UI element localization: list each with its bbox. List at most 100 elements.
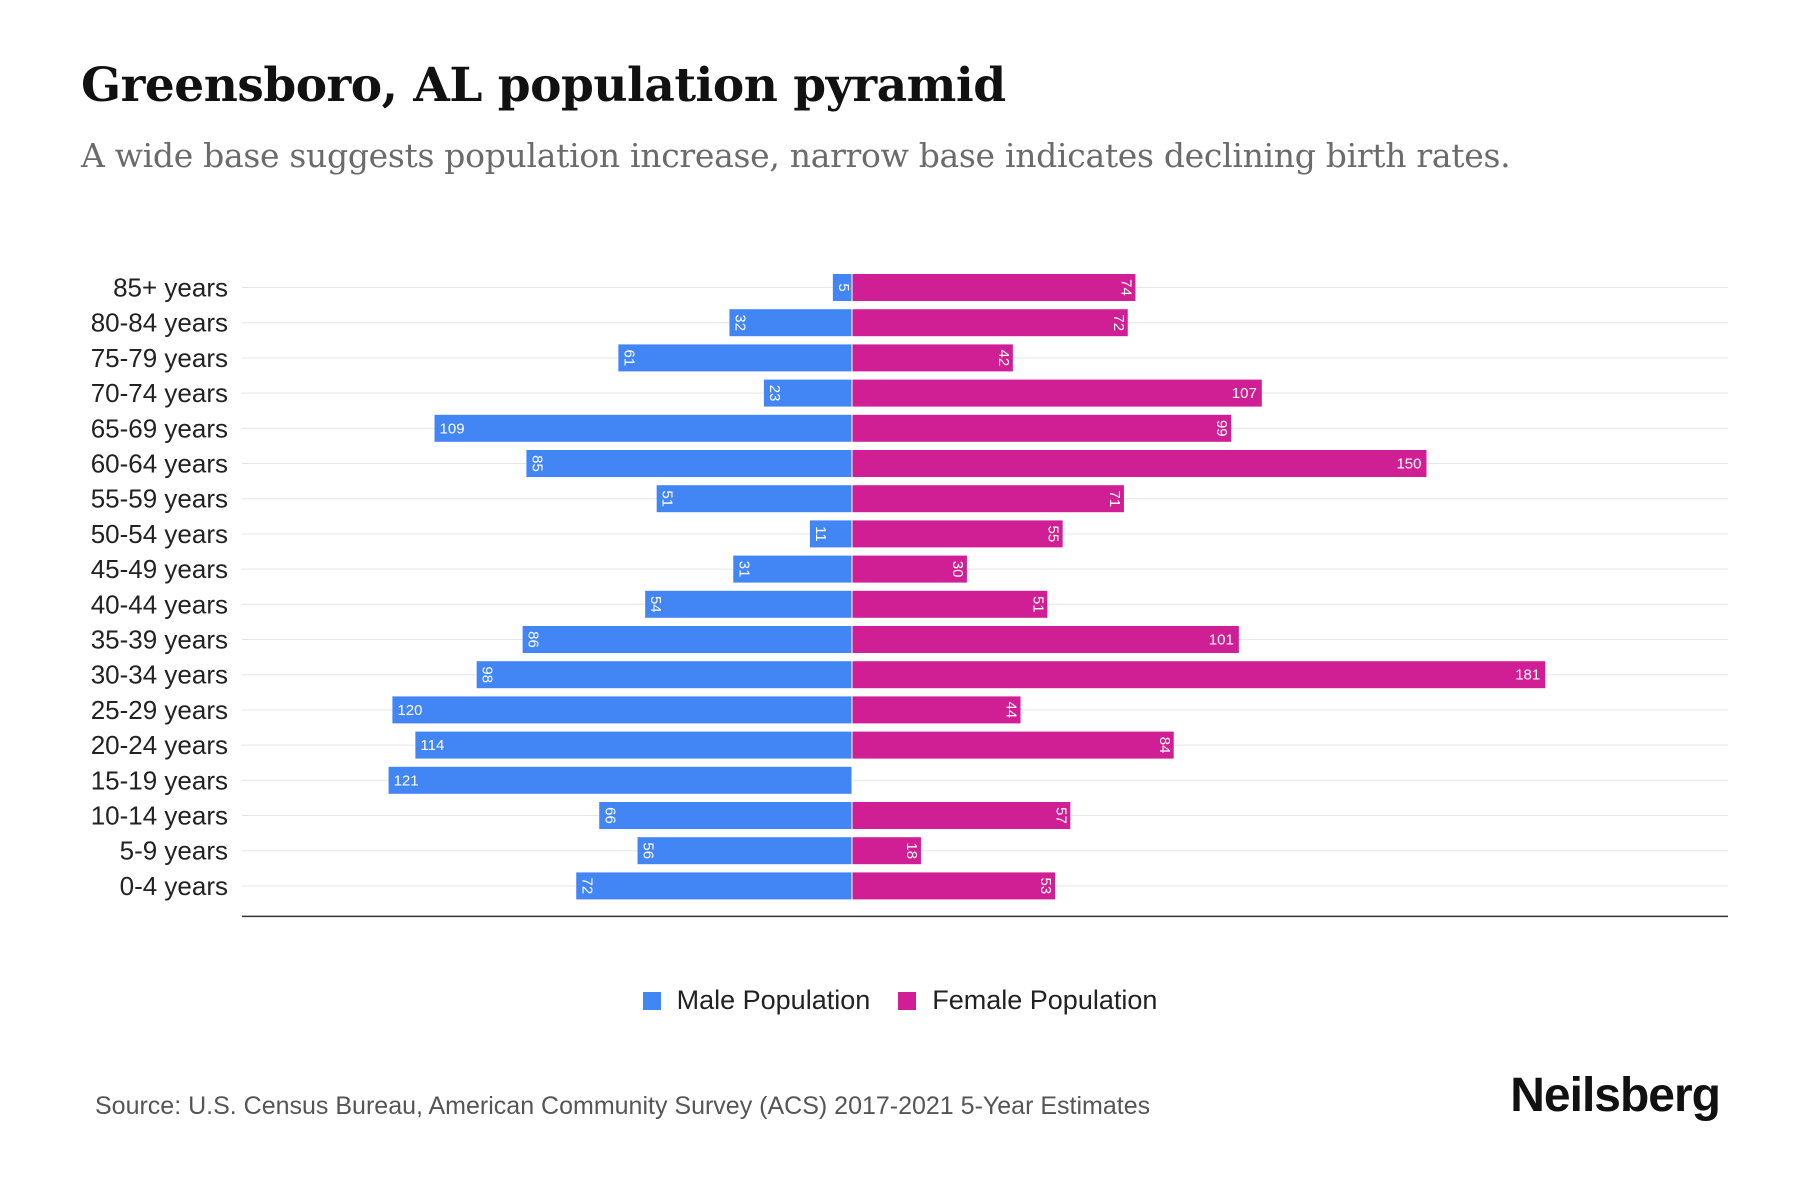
legend: Male Population Female Population [0, 985, 1800, 1016]
male-value-label: 56 [640, 842, 657, 859]
male-bar[interactable] [618, 344, 852, 372]
female-value-label: 44 [1003, 702, 1020, 719]
legend-item-female[interactable]: Female Population [898, 985, 1157, 1016]
male-bar[interactable] [392, 696, 852, 724]
female-value-label: 99 [1213, 420, 1230, 437]
female-bar[interactable] [852, 485, 1124, 513]
female-swatch [898, 991, 917, 1010]
source-note: Source: U.S. Census Bureau, American Com… [95, 1092, 1151, 1120]
female-bar[interactable] [852, 696, 1021, 724]
female-bar[interactable] [852, 802, 1071, 829]
chart-subtitle: A wide base suggests population increase… [81, 136, 1511, 175]
female-bar[interactable] [852, 379, 1262, 407]
male-bar[interactable] [809, 520, 852, 548]
female-bar[interactable] [852, 872, 1055, 900]
category-label: 75-79 years [91, 343, 228, 373]
male-value-label: 120 [397, 702, 422, 719]
male-value-label: 114 [420, 737, 444, 754]
female-bar[interactable] [852, 344, 1013, 372]
category-label: 5-9 years [120, 836, 228, 866]
category-label: 20-24 years [91, 730, 228, 760]
category-label: 10-14 years [91, 801, 228, 831]
female-bar[interactable] [852, 450, 1427, 477]
category-label: 50-54 years [91, 519, 228, 549]
male-bar[interactable] [599, 802, 852, 829]
female-bar[interactable] [852, 309, 1128, 337]
category-label: 70-74 years [91, 378, 228, 408]
male-value-label: 72 [578, 878, 595, 895]
brand-logo: Neilsberg [1510, 1069, 1721, 1122]
female-value-label: 107 [1232, 385, 1257, 402]
category-label: 0-4 years [120, 871, 228, 901]
female-bar[interactable] [852, 837, 921, 865]
female-value-label: 42 [995, 350, 1012, 367]
male-bar[interactable] [832, 274, 852, 301]
female-value-label: 72 [1110, 314, 1127, 331]
male-bar[interactable] [415, 731, 852, 759]
male-bar[interactable] [656, 485, 852, 513]
category-label: 25-29 years [91, 695, 228, 725]
female-value-label: 74 [1117, 279, 1134, 296]
male-bar[interactable] [733, 555, 852, 583]
female-value-label: 84 [1156, 737, 1173, 754]
female-bar[interactable] [852, 661, 1546, 689]
male-value-label: 23 [766, 385, 783, 402]
male-value-label: 32 [731, 314, 748, 331]
male-value-label: 86 [525, 631, 542, 648]
legend-item-male[interactable]: Male Population [642, 985, 871, 1016]
female-value-label: 51 [1029, 596, 1046, 613]
category-label: 15-19 years [91, 765, 228, 795]
male-value-label: 121 [394, 772, 419, 789]
female-bar[interactable] [852, 731, 1174, 759]
male-value-label: 109 [440, 420, 465, 437]
male-bar[interactable] [434, 414, 852, 442]
male-bar[interactable] [729, 309, 852, 337]
legend-female-label: Female Population [932, 985, 1158, 1015]
category-label: 65-69 years [91, 413, 228, 443]
female-value-label: 53 [1037, 878, 1054, 895]
female-value-label: 30 [949, 561, 966, 578]
male-value-label: 61 [620, 350, 637, 367]
female-bar[interactable] [852, 626, 1239, 653]
male-bar[interactable] [645, 590, 852, 618]
female-bar[interactable] [852, 590, 1048, 618]
male-bar[interactable] [763, 379, 852, 407]
chart-title: Greensboro, AL population pyramid [81, 58, 1006, 113]
female-value-label: 71 [1106, 490, 1123, 507]
male-bar[interactable] [476, 661, 852, 689]
male-value-label: 54 [647, 596, 664, 613]
female-value-label: 55 [1045, 526, 1062, 543]
category-label: 45-49 years [91, 554, 228, 584]
male-value-label: 5 [835, 283, 852, 291]
female-value-label: 101 [1209, 632, 1234, 649]
male-value-label: 51 [659, 490, 676, 507]
female-value-label: 18 [903, 842, 920, 859]
legend-male-label: Male Population [676, 985, 871, 1015]
male-value-label: 66 [601, 807, 618, 824]
male-bar[interactable] [637, 837, 852, 865]
male-value-label: 98 [479, 666, 496, 683]
male-bar[interactable] [526, 450, 852, 477]
female-bar[interactable] [852, 520, 1063, 548]
category-label: 40-44 years [91, 589, 228, 619]
female-bar[interactable] [852, 414, 1232, 442]
male-bar[interactable] [576, 872, 852, 900]
category-label: 30-34 years [91, 660, 228, 690]
female-bar[interactable] [852, 274, 1136, 301]
category-label: 60-64 years [91, 449, 228, 479]
category-label: 80-84 years [91, 308, 228, 338]
male-bar[interactable] [388, 766, 852, 794]
female-value-label: 57 [1052, 807, 1069, 824]
female-value-label: 181 [1515, 667, 1540, 684]
female-bar[interactable] [852, 555, 967, 583]
male-value-label: 31 [735, 561, 752, 578]
category-label: 85+ years [113, 273, 228, 303]
male-swatch [642, 991, 661, 1010]
male-value-label: 85 [528, 455, 545, 472]
female-value-label: 150 [1396, 456, 1421, 473]
male-value-label: 11 [812, 526, 829, 542]
male-bar[interactable] [522, 626, 852, 653]
category-label: 55-59 years [91, 484, 228, 514]
category-label: 35-39 years [91, 625, 228, 655]
